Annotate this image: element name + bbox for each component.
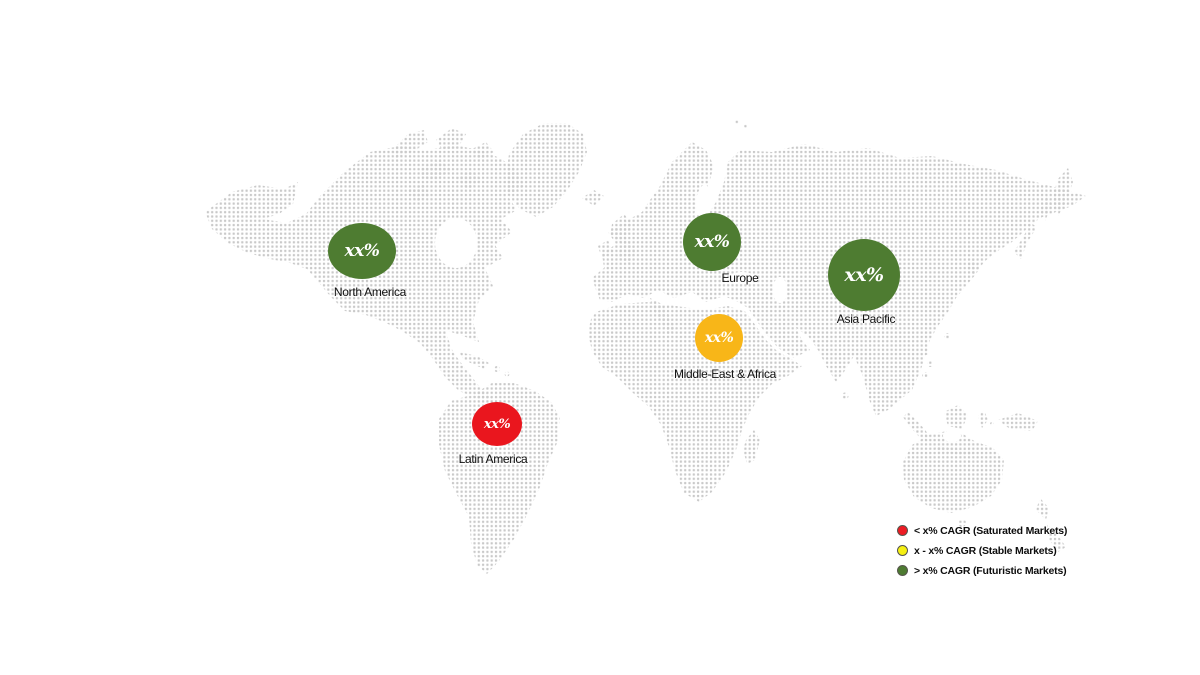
region-label-europe: Europe [721,271,759,285]
legend-swatch-saturated-markets [897,525,908,536]
legend-item-stable-markets: x - x% CAGR (Stable Markets) [897,544,1067,557]
legend-label-stable-markets: x - x% CAGR (Stable Markets) [914,544,1057,557]
legend-item-saturated-markets: < x% CAGR (Saturated Markets) [897,524,1067,537]
region-value: xx% [704,330,734,346]
legend-label-futuristic-markets: > x% CAGR (Futuristic Markets) [914,564,1067,577]
region-value: xx% [694,231,730,252]
region-bubble-latin-america: xx% [472,402,522,446]
legend-swatch-stable-markets [897,545,908,556]
legend-item-futuristic-markets: > x% CAGR (Futuristic Markets) [897,564,1067,577]
legend-label-saturated-markets: < x% CAGR (Saturated Markets) [914,524,1068,537]
region-bubble-north-america: xx% [328,223,396,279]
region-label-north-america: North America [333,285,407,299]
region-bubble-asia-pacific: xx% [828,239,900,311]
region-value: xx% [483,416,511,432]
legend: < x% CAGR (Saturated Markets) x - x% CAG… [897,524,1067,584]
continents [205,119,1086,574]
region-value: xx% [344,240,380,261]
legend-swatch-futuristic-markets [897,565,908,576]
region-value: xx% [844,263,884,286]
water-notches [435,184,961,442]
region-label-latin-america: Latin America [458,452,528,466]
region-bubble-middle-east-africa: xx% [695,314,743,362]
region-label-asia-pacific: Asia Pacific [836,312,896,326]
region-bubble-europe: xx% [683,213,741,271]
region-label-middle-east-africa: Middle-East & Africa [673,367,777,381]
